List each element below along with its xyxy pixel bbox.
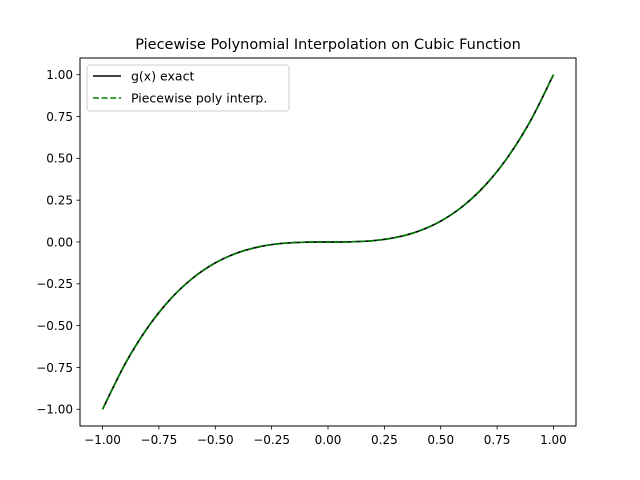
legend-box bbox=[86, 64, 290, 112]
x-tick-label: 0.25 bbox=[371, 433, 398, 447]
legend: g(x) exact Piecewise poly interp. bbox=[86, 64, 290, 112]
plot-lines bbox=[101, 74, 555, 410]
y-tick-label: 0.50 bbox=[46, 152, 73, 166]
x-axis-ticks: −1.00 −0.75 −0.50 −0.25 0.00 0.25 0.50 0.75 1.00 bbox=[84, 426, 567, 447]
y-tick-label: 0.00 bbox=[46, 235, 73, 249]
chart-title: Piecewise Polynomial Interpolation on Cu… bbox=[135, 37, 521, 53]
axes-frame bbox=[79, 57, 577, 427]
y-tick-label: −0.75 bbox=[36, 361, 73, 375]
legend-label-1: g(x) exact bbox=[131, 69, 194, 84]
y-tick-label: 0.75 bbox=[46, 110, 73, 124]
x-tick-label: −0.25 bbox=[253, 433, 290, 447]
x-tick-label: 0.00 bbox=[315, 433, 342, 447]
x-tick-label: 0.75 bbox=[484, 433, 511, 447]
y-tick-label: 1.00 bbox=[46, 68, 73, 82]
y-axis-ticks: −1.00 −0.75 −0.50 −0.25 0.00 0.25 0.50 0.75 1.00 bbox=[36, 68, 80, 417]
x-tick-label: −0.50 bbox=[197, 433, 234, 447]
x-tick-label: −0.75 bbox=[141, 433, 178, 447]
y-tick-label: −1.00 bbox=[36, 403, 73, 417]
y-tick-label: −0.25 bbox=[36, 277, 73, 291]
x-tick-label: 0.50 bbox=[427, 433, 454, 447]
y-tick-label: −0.50 bbox=[36, 319, 73, 333]
y-tick-label: 0.25 bbox=[46, 193, 73, 207]
legend-label-2: Piecewise poly interp. bbox=[131, 91, 267, 106]
series-line-2 bbox=[101, 74, 555, 410]
x-tick-label: 1.00 bbox=[540, 433, 567, 447]
x-tick-label: −1.00 bbox=[84, 433, 121, 447]
